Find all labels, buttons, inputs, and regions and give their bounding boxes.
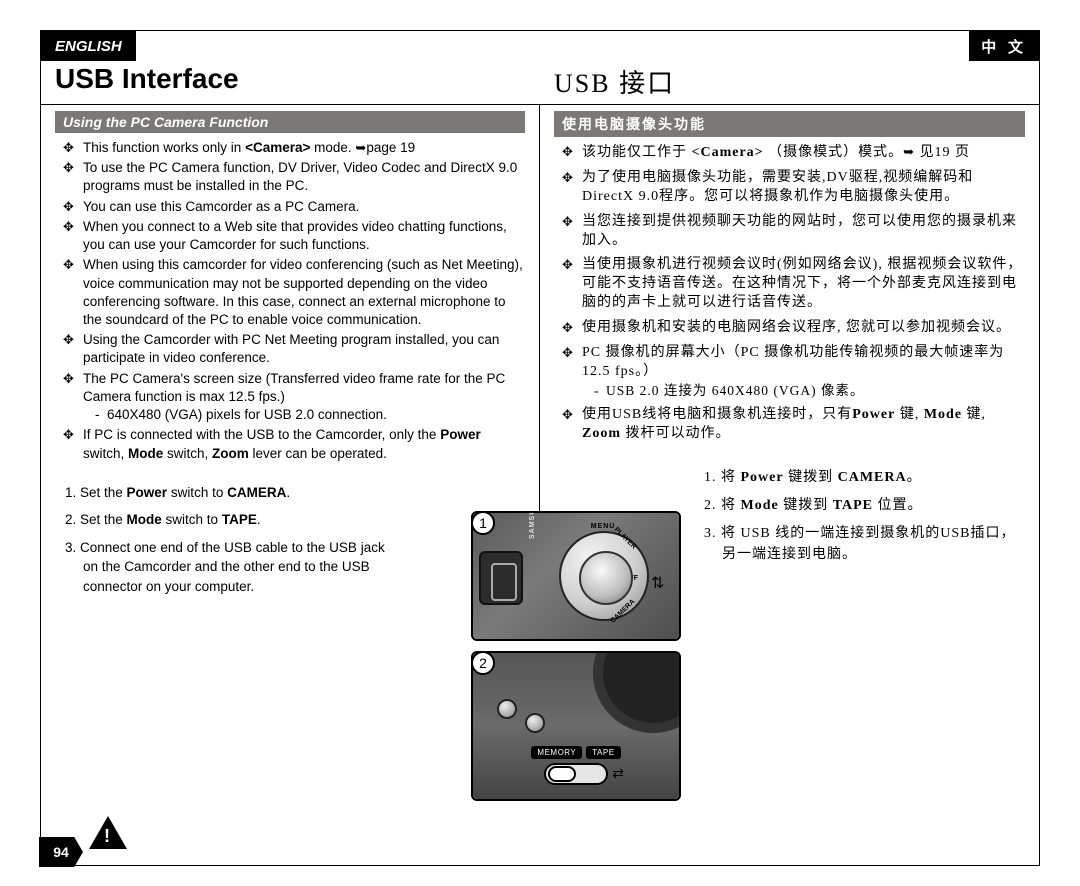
manual-page: ENGLISH 中 文 USB Interface USB 接口 Using t… bbox=[40, 30, 1040, 866]
step-item: 3. 将 USB 线的一端连接到摄象机的USB插口，另一端连接到电脑。 bbox=[704, 524, 1025, 565]
list-item: 当您连接到提供视频聊天功能的网站时，您可以使用您的摄录机来加入。 bbox=[562, 213, 1025, 251]
diagram-power-switch: 1 SAMSUNG MENU PLAYER OFF CAMERA ⇅ bbox=[471, 511, 681, 641]
slider-knob bbox=[548, 766, 576, 782]
language-header: ENGLISH 中 文 bbox=[41, 31, 1039, 61]
power-dial: MENU PLAYER OFF CAMERA bbox=[559, 531, 649, 621]
sub-list-item: USB 2.0 连接为 640X480 (VGA) 像素。 bbox=[594, 382, 1025, 400]
arrow-icon: ➥ bbox=[903, 144, 915, 159]
camera-side-illustration: MEMORY TAPE ⇄ bbox=[473, 653, 679, 799]
list-item: To use the PC Camera function, DV Driver… bbox=[63, 159, 525, 195]
callout-1: 1 bbox=[471, 511, 495, 535]
lens-ring bbox=[593, 651, 681, 733]
diagram-cluster: 1 SAMSUNG MENU PLAYER OFF CAMERA ⇅ 2 bbox=[471, 511, 701, 811]
sub-list-item: 640X480 (VGA) pixels for USB 2.0 connect… bbox=[95, 406, 525, 424]
list-item: This function works only in <Camera> mod… bbox=[63, 139, 525, 157]
rotate-arrows-icon: ⇅ bbox=[651, 573, 664, 593]
step-item: 1. 将 Power 键拨到 CAMERA。 bbox=[704, 468, 1025, 488]
callout-2: 2 bbox=[471, 651, 495, 675]
bullet-list-cn: 该功能仅工作于 <Camera> （摄像模式）模式。➥ 见19 页 为了使用电脑… bbox=[554, 137, 1025, 444]
column-english: Using the PC Camera Function This functi… bbox=[41, 105, 540, 615]
dial-knob bbox=[579, 551, 633, 605]
step-item: 2. Set the Mode switch to TAPE. bbox=[65, 510, 385, 530]
bullet-list-en: This function works only in <Camera> mod… bbox=[55, 133, 525, 463]
mode-label-tape: TAPE bbox=[586, 746, 620, 759]
brand-label: SAMSUNG bbox=[529, 511, 536, 539]
list-item: When using this camcorder for video conf… bbox=[63, 256, 525, 329]
warning-icon bbox=[89, 816, 127, 849]
list-item: You can use this Camcorder as a PC Camer… bbox=[63, 198, 525, 216]
list-item: PC 摄像机的屏幕大小（PC 摄像机功能传输视频的最大帧速率为 12.5 fps… bbox=[562, 344, 1025, 400]
section-heading-cn: 使用电脑摄像头功能 bbox=[554, 111, 1025, 137]
list-item: 使用摄象机和安装的电脑网络会议程序, 您就可以参加视频会议。 bbox=[562, 319, 1025, 338]
round-button bbox=[525, 713, 545, 733]
slide-arrows-icon: ⇄ bbox=[612, 765, 624, 782]
list-item: 当使用摄象机进行视频会议时(例如网络会议), 根据视频会议软件，可能不支持语音传… bbox=[562, 256, 1025, 313]
list-item: The PC Camera's screen size (Transferred… bbox=[63, 370, 525, 425]
arrow-icon: ➥ bbox=[355, 140, 366, 155]
list-item: 该功能仅工作于 <Camera> （摄像模式）模式。➥ 见19 页 bbox=[562, 143, 1025, 163]
page-title-cn: USB 接口 bbox=[554, 63, 1025, 100]
steps-en: 1. Set the Power switch to CAMERA. 2. Se… bbox=[55, 465, 525, 597]
round-button bbox=[497, 699, 517, 719]
step-item: 2. 将 Mode 键拨到 TAPE 位置。 bbox=[704, 496, 1025, 516]
page-title-en: USB Interface bbox=[55, 63, 526, 95]
title-row: USB Interface USB 接口 bbox=[41, 61, 1039, 105]
mode-label-memory: MEMORY bbox=[531, 746, 582, 759]
step-item: 1. Set the Power switch to CAMERA. bbox=[65, 483, 385, 503]
mode-slider: ⇄ bbox=[544, 763, 608, 785]
dial-label-player: PLAYER bbox=[608, 522, 642, 555]
section-heading-en: Using the PC Camera Function bbox=[55, 111, 525, 133]
diagram-mode-switch: 2 MEMORY TAPE ⇄ bbox=[471, 651, 681, 801]
list-item: When you connect to a Web site that prov… bbox=[63, 218, 525, 254]
step-item: 3. Connect one end of the USB cable to t… bbox=[65, 538, 385, 597]
lang-tab-english: ENGLISH bbox=[41, 31, 136, 61]
camera-body-illustration: SAMSUNG MENU PLAYER OFF CAMERA ⇅ bbox=[473, 513, 679, 639]
list-item: 为了使用电脑摄像头功能，需要安装,DV驱程,视频编解码和 DirectX 9.0… bbox=[562, 169, 1025, 207]
mode-switch-panel: MEMORY TAPE ⇄ bbox=[517, 746, 635, 785]
strap-slot bbox=[479, 551, 523, 605]
page-number-badge: 94 bbox=[39, 837, 83, 867]
list-item: 使用USB线将电脑和摄象机连接时，只有Power 键, Mode 键, Zoom… bbox=[562, 406, 1025, 444]
lang-tab-chinese: 中 文 bbox=[969, 31, 1039, 61]
list-item: Using the Camcorder with PC Net Meeting … bbox=[63, 331, 525, 367]
list-item: If PC is connected with the USB to the C… bbox=[63, 426, 525, 462]
